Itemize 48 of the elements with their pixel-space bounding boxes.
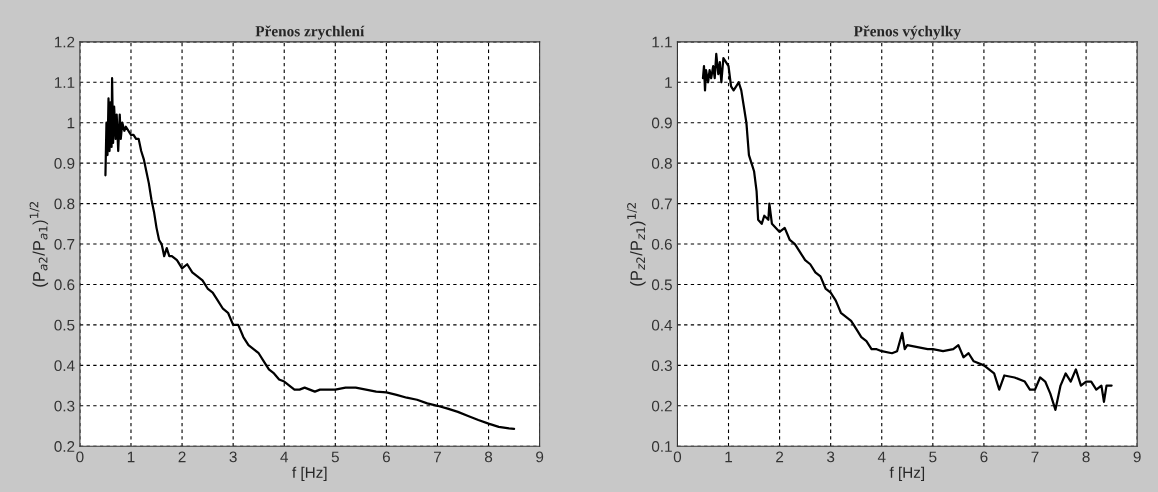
y-tick-label: 0.9 — [54, 158, 75, 169]
x-tick-label: 9 — [1133, 451, 1141, 463]
y-tick-label: 0.6 — [54, 279, 75, 291]
y-tick-label: 1.1 — [652, 36, 672, 48]
x-tick-label: 7 — [1031, 451, 1039, 463]
x-tick-label: 7 — [434, 451, 441, 463]
y-tick-label: 0.9 — [651, 117, 672, 129]
x-tick-label: 3 — [229, 451, 237, 463]
y-tick-label: 1 — [665, 77, 672, 88]
y-axis-title: (P$_{z2}$/P$_{z1}$)$^{1/2}$ — [627, 203, 646, 286]
y-tick-label: 0.2 — [54, 441, 75, 452]
x-tick-label: 5 — [331, 451, 339, 463]
y-axis-title: (P$_{a2}$/P$_{a1}$)$^{1/2}$ — [29, 202, 49, 287]
x-axis-title: f [Hz] — [292, 466, 327, 481]
y-tick-label: 1.1 — [54, 77, 75, 88]
x-tick-label: 8 — [1082, 451, 1090, 463]
y-tick-label: 0.7 — [54, 238, 75, 250]
y-tick-label: 0.3 — [54, 400, 75, 412]
x-tick-label: 9 — [536, 451, 544, 463]
x-tick-label: 1 — [725, 451, 733, 463]
y-tick-label: 0.4 — [54, 360, 75, 372]
y-tick-label: 0.3 — [651, 360, 672, 372]
y-tick-label: 0.5 — [651, 279, 672, 291]
x-tick-label: 8 — [484, 451, 493, 463]
x-tick-label: 0 — [76, 451, 84, 463]
x-tick-label: 5 — [929, 451, 937, 463]
y-tick-label: 0.4 — [651, 319, 673, 331]
x-tick-label: 2 — [776, 451, 784, 463]
chart-title: Přenos výchylky — [853, 25, 961, 40]
y-tick-label: 0.2 — [651, 400, 672, 412]
y-tick-label: 0.6 — [651, 238, 672, 250]
chart-title: Přenos zrychlení — [255, 25, 365, 40]
y-tick-label: 0.5 — [54, 319, 75, 331]
y-tick-label: 1 — [67, 117, 75, 129]
x-tick-label: 6 — [382, 451, 390, 463]
x-tick-label: 4 — [280, 451, 289, 463]
y-tick-label: 0.7 — [651, 198, 672, 210]
x-tick-label: 1 — [127, 451, 135, 463]
x-tick-label: 4 — [877, 451, 886, 463]
x-tick-label: 6 — [980, 451, 988, 463]
x-tick-label: 2 — [178, 451, 186, 463]
x-tick-label: 3 — [827, 451, 835, 463]
x-axis-title: f [Hz] — [889, 466, 925, 481]
y-tick-label: 0.8 — [651, 158, 672, 169]
y-tick-label: 0.1 — [651, 441, 672, 452]
y-tick-label: 0.8 — [54, 198, 75, 210]
y-tick-label: 1.2 — [54, 36, 75, 48]
x-tick-label: 0 — [673, 451, 682, 463]
